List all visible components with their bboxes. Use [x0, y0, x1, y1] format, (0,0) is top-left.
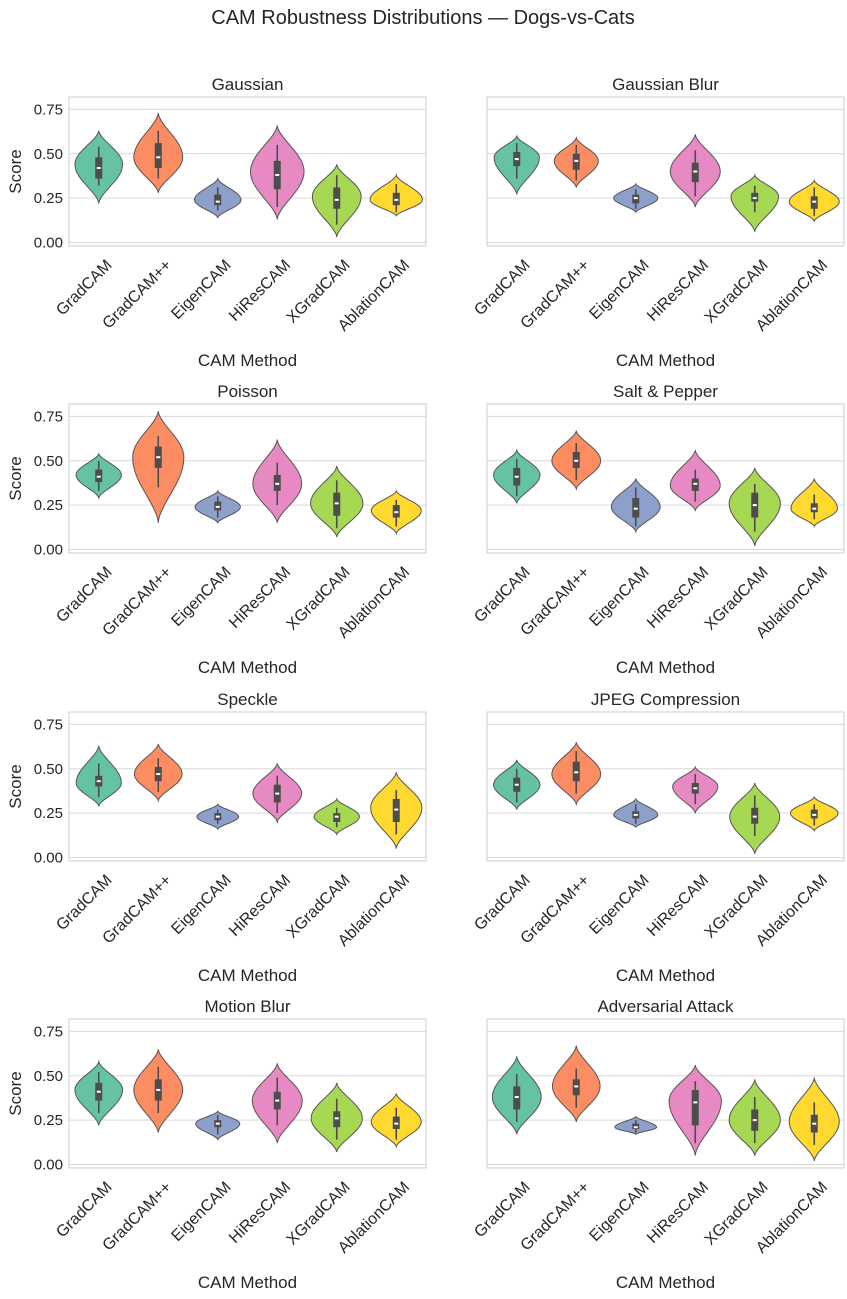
y-tick-label: 0.25	[34, 190, 63, 207]
plot-frame	[486, 711, 845, 862]
panel-adversarial-attack: Adversarial AttackGradCAMGradCAM++EigenC…	[471, 997, 845, 1292]
y-tick-label: 0.00	[34, 234, 63, 251]
figure-title: CAM Robustness Distributions — Dogs-vs-C…	[211, 7, 634, 29]
x-axis-label: CAM Method	[198, 658, 297, 677]
panel-title: Adversarial Attack	[597, 997, 734, 1016]
x-axis-label: CAM Method	[616, 351, 715, 370]
panel-title: Speckle	[217, 690, 277, 709]
x-tick-label-gradcam: GradCAM	[471, 1179, 533, 1241]
panel-gaussian-blur: Gaussian BlurGradCAMGradCAM++EigenCAMHiR…	[471, 75, 845, 370]
y-tick-label: 0.25	[34, 1112, 63, 1129]
y-tick-label: 0.25	[34, 805, 63, 822]
x-tick-label-eigencam: EigenCAM	[586, 564, 652, 630]
plot-frame	[68, 96, 427, 247]
plot-frame	[68, 711, 427, 862]
y-axis-label: Score	[6, 764, 25, 808]
x-axis-label: CAM Method	[198, 966, 297, 985]
panel-poisson: Poisson0.000.250.500.75ScoreGradCAMGradC…	[6, 382, 427, 677]
y-axis-label: Score	[6, 149, 25, 193]
y-tick-label: 0.00	[34, 849, 63, 866]
x-tick-label-gradcam: GradCAM	[471, 257, 533, 319]
x-tick-label-eigencam: EigenCAM	[168, 1179, 234, 1245]
x-axis-label: CAM Method	[198, 351, 297, 370]
y-tick-label: 0.50	[34, 761, 63, 778]
panel-gaussian: Gaussian0.000.250.500.75ScoreGradCAMGrad…	[6, 75, 427, 370]
panel-title: Poisson	[217, 382, 277, 401]
x-tick-label-eigencam: EigenCAM	[586, 1179, 652, 1245]
iqr-box-eigencam	[214, 194, 222, 206]
y-tick-label: 0.50	[34, 1068, 63, 1085]
plot-frame	[68, 1018, 427, 1169]
x-tick-label-eigencam: EigenCAM	[586, 257, 652, 323]
y-axis-label: Score	[6, 456, 25, 500]
y-tick-label: 0.00	[34, 1156, 63, 1173]
y-tick-label: 0.75	[34, 408, 63, 425]
panel-motion-blur: Motion Blur0.000.250.500.75ScoreGradCAMG…	[6, 997, 427, 1292]
plot-frame	[486, 1018, 845, 1169]
plot-frame	[486, 96, 845, 247]
y-tick-label: 0.75	[34, 101, 63, 118]
x-tick-label-gradcam: GradCAM	[471, 564, 533, 626]
x-tick-label-eigencam: EigenCAM	[168, 872, 234, 938]
panel-title: Salt & Pepper	[613, 382, 718, 401]
panel-title: Gaussian Blur	[612, 75, 719, 94]
x-axis-label: CAM Method	[198, 1273, 297, 1292]
panel-speckle: Speckle0.000.250.500.75ScoreGradCAMGradC…	[6, 690, 427, 985]
panel-title: Gaussian	[212, 75, 284, 94]
y-tick-label: 0.75	[34, 716, 63, 733]
panel-title: JPEG Compression	[591, 690, 740, 709]
x-tick-label-eigencam: EigenCAM	[586, 872, 652, 938]
x-tick-label-gradcam: GradCAM	[53, 564, 115, 626]
panel-jpeg-compression: JPEG CompressionGradCAMGradCAM++EigenCAM…	[471, 690, 845, 985]
y-tick-label: 0.50	[34, 453, 63, 470]
x-tick-label-gradcam: GradCAM	[53, 1179, 115, 1241]
panels-container: Gaussian 0.00 0.25 0.50 0.75 Score GradCAM Grad…	[6, 75, 845, 1292]
x-tick-label-eigencam: EigenCAM	[168, 257, 234, 323]
y-axis-label: Score	[6, 1071, 25, 1115]
iqr-box-xgradcam	[333, 187, 341, 209]
plot-frame	[486, 403, 845, 554]
iqr-box-hirescam	[691, 1089, 699, 1126]
x-tick-label-gradcam: GradCAM	[53, 257, 115, 319]
plot-frame	[68, 403, 427, 554]
x-axis-label: CAM Method	[616, 1273, 715, 1292]
y-tick-label: 0.50	[34, 146, 63, 163]
x-tick-label-eigencam: EigenCAM	[168, 564, 234, 630]
y-tick-label: 0.00	[34, 541, 63, 558]
panel-title: Motion Blur	[205, 997, 291, 1016]
y-tick-label: 0.25	[34, 497, 63, 514]
iqr-box-gradcam	[154, 143, 162, 168]
y-tick-label: 0.75	[34, 1023, 63, 1040]
x-tick-label-gradcam: GradCAM	[53, 872, 115, 934]
x-axis-label: CAM Method	[616, 658, 715, 677]
panel-salt-pepper: Salt & PepperGradCAMGradCAM++EigenCAMHiR…	[471, 382, 845, 677]
x-axis-label: CAM Method	[616, 966, 715, 985]
x-tick-label-gradcam: GradCAM	[471, 872, 533, 934]
